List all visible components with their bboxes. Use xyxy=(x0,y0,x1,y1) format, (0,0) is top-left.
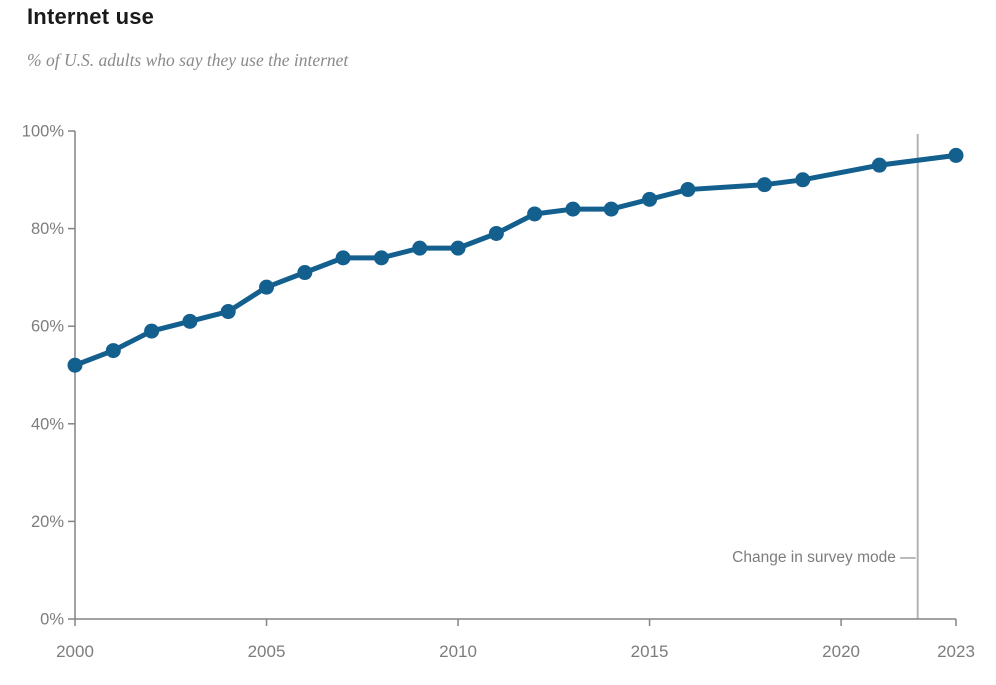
internet-use-line xyxy=(72,152,959,368)
data-point-2008 xyxy=(373,250,389,266)
x-tick-label-2000: 2000 xyxy=(56,642,94,661)
data-point-2014 xyxy=(603,201,619,217)
data-point-2023 xyxy=(948,147,964,163)
y-tick-label-20: 20% xyxy=(31,513,64,531)
x-tick-label-2023: 2023 xyxy=(937,642,975,661)
data-point-2013 xyxy=(565,201,581,217)
data-point-2019 xyxy=(795,172,811,188)
chart-subtitle: % of U.S. adults who say they use the in… xyxy=(27,50,349,70)
data-point-2006 xyxy=(297,265,313,281)
y-tick-label-40: 40% xyxy=(31,415,64,433)
data-point-2012 xyxy=(527,206,543,222)
data-point-2002 xyxy=(144,323,160,339)
data-point-2015 xyxy=(642,191,658,207)
data-point-2004 xyxy=(220,304,236,320)
y-tick-label-60: 60% xyxy=(31,318,64,336)
chart-title: Internet use xyxy=(27,4,155,29)
x-tick-label-2005: 2005 xyxy=(248,642,286,661)
data-point-2007 xyxy=(335,250,351,266)
data-point-2018 xyxy=(756,177,772,193)
data-point-2011 xyxy=(488,225,504,241)
data-point-2010 xyxy=(450,240,466,256)
survey-mode-change-label: Change in survey mode — xyxy=(732,549,916,566)
data-point-2016 xyxy=(680,182,696,198)
data-point-2003 xyxy=(182,313,198,329)
data-point-2005 xyxy=(259,279,275,295)
data-point-2009 xyxy=(412,240,428,256)
x-tick-label-2020: 2020 xyxy=(822,642,860,661)
data-point-2000 xyxy=(67,357,83,373)
x-tick-label-2015: 2015 xyxy=(631,642,669,661)
data-point-2001 xyxy=(105,343,121,359)
y-tick-label-0: 0% xyxy=(40,611,64,629)
y-tick-label-80: 80% xyxy=(31,220,64,238)
x-tick-label-2010: 2010 xyxy=(439,642,477,661)
y-tick-label-100: 100% xyxy=(22,123,65,141)
data-point-2021 xyxy=(871,157,887,173)
